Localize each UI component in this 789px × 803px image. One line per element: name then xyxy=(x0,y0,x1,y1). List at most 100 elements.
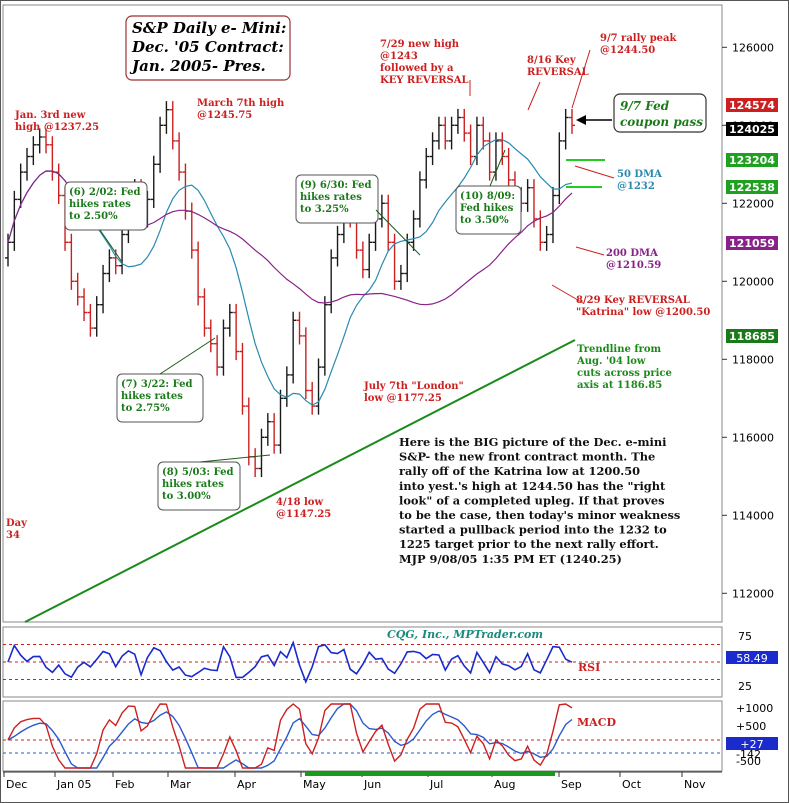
fed-hike-text-line: hikes rates xyxy=(162,479,224,490)
commentary-text-line: look" of a completed upleg. If that prov… xyxy=(399,493,665,507)
price-value-box-label: 124025 xyxy=(729,123,775,136)
time-tick-label: Sep xyxy=(561,778,582,791)
price-value-box-label: 121059 xyxy=(729,237,775,250)
fed-hike-text-line: (10) 8/09: xyxy=(460,191,515,202)
price-value-box-label: 122538 xyxy=(729,181,775,194)
macd-value-label: +27 xyxy=(740,738,763,751)
annotation-line: low @1177.25 xyxy=(364,393,442,404)
fed-hike-text-line: (7) 3/22: Fed xyxy=(121,379,193,390)
price-value-box-label: 118685 xyxy=(729,330,775,343)
price-value-box xyxy=(726,236,778,250)
fed-hike-text-line: to 3.25% xyxy=(300,204,349,215)
time-tick-label: Mar xyxy=(170,778,191,791)
price-tick-label: 120000 xyxy=(732,275,774,288)
rsi-value-box xyxy=(726,651,778,664)
fed-hike-text-line: (8) 5/03: Fed xyxy=(162,467,234,478)
price-value-box xyxy=(726,180,778,194)
annotation-line: REVERSAL xyxy=(527,67,589,78)
annotation: 200 DMA@1210.59 xyxy=(606,248,661,271)
commentary-text-line: 1225 target prior to the next rally effo… xyxy=(399,537,659,551)
fed-callout-text-line: coupon pass xyxy=(620,115,703,129)
rsi-tick-label: 25 xyxy=(738,680,752,693)
fed-hike-pointer xyxy=(99,229,123,263)
fed-callout-text: 9/7 Fed coupon pass xyxy=(620,99,703,129)
annotation-line: cuts across price xyxy=(577,368,672,379)
fed-hike-box xyxy=(295,174,379,224)
price-panel-frame xyxy=(2,4,723,623)
annotation-line: 4/18 low xyxy=(276,497,323,508)
annotation-line: "Katrina" low @1200.50 xyxy=(576,307,710,318)
commentary-text: Here is the BIG picture of the Dec. e-mi… xyxy=(399,435,680,566)
commentary-text-line: rally off of the Katrina low at 1200.50 xyxy=(399,464,640,478)
fed-hike-text-line: (6) 2/02: Fed xyxy=(69,187,141,198)
annotation-line: @1210.59 xyxy=(606,260,661,271)
time-tick-label: Dec xyxy=(6,778,27,791)
fed-hike-text-line: to 2.75% xyxy=(121,403,170,414)
annotation-pointer xyxy=(574,165,615,179)
fed-hike-pointer xyxy=(159,337,216,375)
annotation-line: 8/16 Key xyxy=(527,55,577,66)
annotation-line: 8/29 Key REVERSAL xyxy=(576,295,690,306)
price-tick-label: 122000 xyxy=(732,197,774,210)
time-tick-label: Nov xyxy=(684,778,706,791)
annotation-line: @1245.75 xyxy=(197,110,252,121)
annotation-line: @1243 xyxy=(380,51,418,62)
annotation-line: Jan. 3rd new xyxy=(14,110,86,121)
price-value-box-label: 123204 xyxy=(729,154,775,167)
annotation: July 7th "London"low @1177.25 xyxy=(363,381,464,404)
annotation-line: July 7th "London" xyxy=(363,381,464,392)
trendline xyxy=(24,339,576,623)
fed-hike-text-line: hikes rates xyxy=(69,199,131,210)
annotation: 8/29 Key REVERSAL"Katrina" low @1200.50 xyxy=(576,295,710,318)
dma-50-line xyxy=(7,139,573,406)
macd-tick-label: -500 xyxy=(736,755,761,768)
annotation-pointer xyxy=(551,284,584,304)
commentary-text-line: started a pullback period into the 1232 … xyxy=(399,523,667,537)
time-tick-label: Oct xyxy=(622,778,642,791)
fed-hike-box xyxy=(455,185,522,235)
annotation: 4/18 low@1147.25 xyxy=(276,497,331,520)
fed-callout-text-line: 9/7 Fed xyxy=(620,99,670,113)
annotation: March 7th high@1245.75 xyxy=(197,98,285,121)
price-value-box xyxy=(726,153,778,167)
fed-hike-text-line: Fed hikes xyxy=(460,203,514,214)
fed-hike-box xyxy=(157,461,241,511)
rsi-label: RSI xyxy=(578,661,600,674)
time-tick-label: Aug xyxy=(494,778,515,791)
price-tick-label: 112000 xyxy=(732,587,774,600)
annotation: 9/7 rally peak@1244.50 xyxy=(600,33,678,56)
time-axis-highlight xyxy=(305,772,555,776)
time-tick-label: Jun xyxy=(363,778,381,791)
commentary-text-line: to be the case, then today's minor weakn… xyxy=(399,508,680,522)
fed-hike-pointer xyxy=(489,149,506,187)
time-tick-label: May xyxy=(303,778,326,791)
price-value-box-label: 124574 xyxy=(729,99,775,112)
annotation-line: 34 xyxy=(6,530,20,541)
macd-label: MACD xyxy=(577,716,616,729)
fed-hike-text-line: to 3.50% xyxy=(460,215,509,226)
rsi-line xyxy=(7,640,573,684)
fed-callout-box xyxy=(613,93,707,133)
annotation-pointer xyxy=(575,246,605,256)
fed-hike-text-line: to 3.00% xyxy=(162,491,211,502)
price-candles xyxy=(5,101,575,478)
price-tick-label: 126000 xyxy=(732,41,774,54)
macd-line xyxy=(7,703,573,769)
time-tick-label: Jul xyxy=(429,778,443,791)
price-value-box xyxy=(726,329,778,343)
price-value-box xyxy=(726,98,778,112)
annotation-line: high @1237.25 xyxy=(15,122,99,133)
annotation-line: @1244.50 xyxy=(600,45,655,56)
title-box xyxy=(125,15,291,81)
annotation-line: 9/7 rally peak xyxy=(600,33,678,44)
annotation-line: Day xyxy=(6,518,28,529)
price-tick-label: 118000 xyxy=(732,353,774,366)
annotation-line: @1147.25 xyxy=(276,509,331,520)
title-line: Dec. '05 Contract: xyxy=(131,38,284,56)
rsi-tick-label: 75 xyxy=(738,630,752,643)
